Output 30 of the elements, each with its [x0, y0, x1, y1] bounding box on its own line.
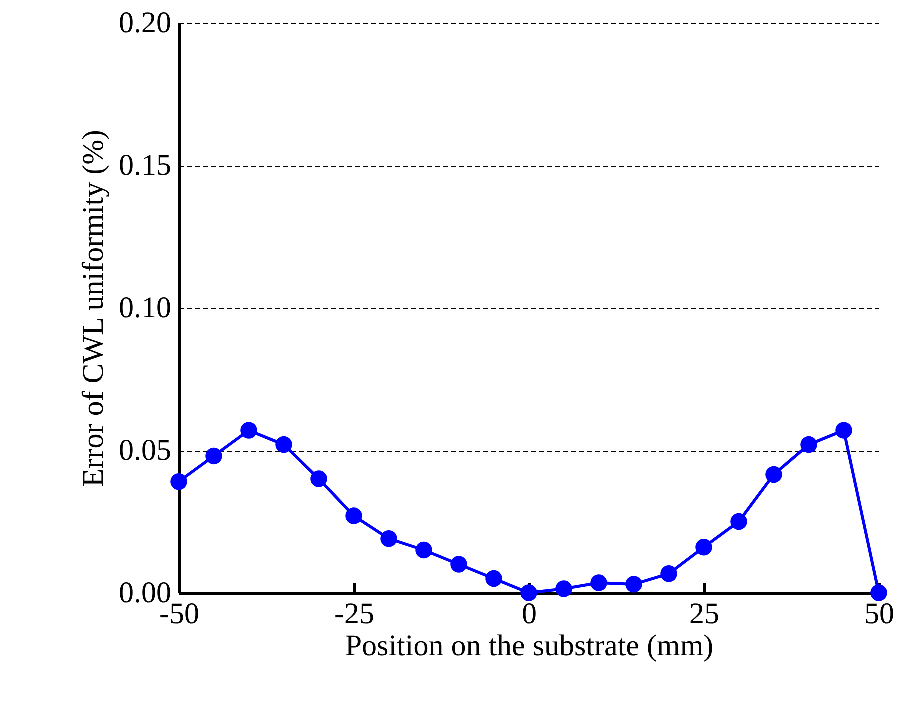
point: [520, 584, 538, 602]
x-axis-title: Position on the substrate (mm): [345, 630, 714, 662]
y-tick-label: 0.20: [119, 6, 172, 40]
point: [556, 580, 572, 598]
point: [590, 574, 608, 592]
point: [626, 576, 642, 593]
point: [766, 466, 782, 484]
y-tick-label: 0.05: [119, 434, 172, 467]
x-tick-label: 50: [864, 598, 894, 630]
point: [276, 436, 292, 454]
point: [836, 422, 852, 439]
x-tick-label: 0: [522, 598, 537, 630]
y-tick-label: 0.15: [119, 149, 172, 182]
point: [240, 422, 258, 439]
point: [450, 556, 468, 573]
y-axis-title: Error of CWL uniformity (%): [77, 130, 110, 488]
point: [380, 530, 398, 548]
x-tick-label: 25: [690, 598, 720, 630]
point: [660, 566, 678, 582]
point: [416, 542, 432, 559]
y-tick-label: 0.10: [119, 292, 172, 324]
point: [730, 513, 748, 530]
point: [696, 539, 712, 556]
x-tick-label: -25: [334, 598, 374, 630]
point: [206, 448, 222, 465]
point: [346, 508, 362, 524]
point: [170, 474, 188, 490]
point: [310, 470, 328, 488]
point: [800, 436, 818, 454]
point: [486, 570, 502, 588]
